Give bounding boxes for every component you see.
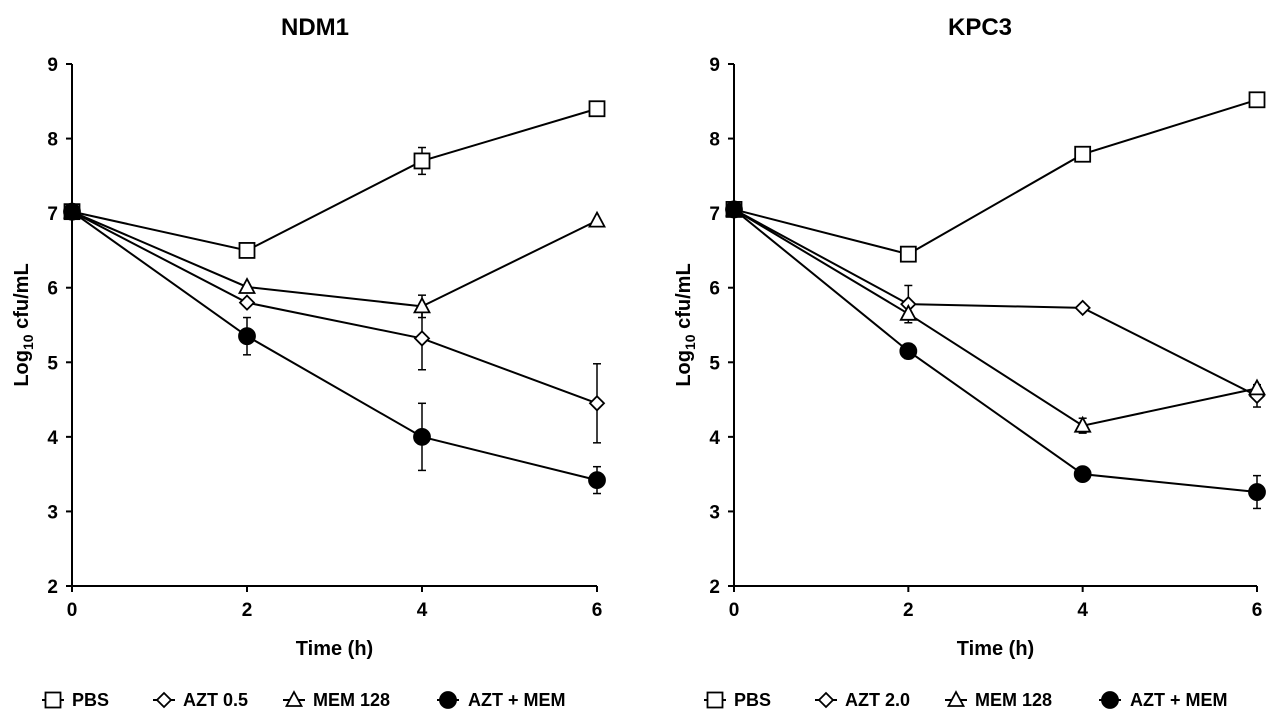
data-point-square	[899, 245, 917, 263]
legend-label: AZT 2.0	[845, 690, 910, 710]
data-point-square	[238, 242, 256, 259]
y-tick-label: 4	[709, 428, 720, 449]
legend-label: PBS	[734, 690, 771, 710]
series-mem-128	[724, 199, 1267, 434]
legend-marker-triangle	[946, 690, 966, 707]
legend-label: PBS	[72, 690, 109, 710]
legend-label: MEM 128	[313, 690, 390, 710]
y-tick-label: 3	[709, 502, 720, 523]
data-point-circle	[899, 342, 918, 361]
series-line	[71, 107, 598, 252]
legend-marker-diamond	[155, 691, 173, 709]
data-point-circle	[1073, 465, 1092, 484]
y-tick-label: 8	[47, 130, 58, 151]
y-tick-label: 7	[47, 204, 58, 225]
data-point-diamond	[588, 395, 606, 412]
data-point-triangle	[899, 303, 918, 321]
legend-label: MEM 128	[975, 690, 1052, 710]
legend-label: AZT 0.5	[183, 690, 248, 710]
x-tick-label: 0	[729, 600, 740, 621]
legend-marker-circle	[439, 691, 457, 709]
series-line	[733, 208, 1258, 397]
data-point-square	[588, 100, 606, 118]
x-tick-label: 6	[1252, 600, 1263, 621]
y-tick-label: 7	[709, 204, 720, 225]
data-point-triangle	[1247, 378, 1267, 396]
y-tick-label: 9	[47, 55, 58, 76]
data-point-circle	[725, 200, 743, 219]
data-point-triangle	[412, 296, 432, 314]
y-tick-label: 6	[47, 279, 58, 300]
data-point-triangle	[1073, 415, 1092, 433]
x-tick-label: 6	[592, 600, 603, 621]
y-axis-label: Log10 cfu/mL	[673, 263, 698, 386]
data-point-circle	[63, 202, 81, 221]
series-line	[733, 208, 1258, 494]
series-mem-128	[62, 201, 607, 319]
x-tick-label: 0	[67, 600, 78, 621]
legend-marker-square	[706, 691, 724, 709]
chart-title: KPC3	[948, 14, 1012, 41]
data-point-square	[1074, 145, 1092, 163]
chart-title: NDM1	[281, 14, 349, 41]
series-pbs	[725, 91, 1266, 263]
x-tick-label: 4	[1077, 600, 1088, 621]
legend: PBS AZT 2.0 MEM 128 AZT + MEM	[704, 690, 1228, 710]
legend-marker-diamond	[817, 691, 835, 709]
series-line	[733, 98, 1258, 256]
x-tick-label: 2	[242, 600, 253, 621]
series-azt-mem	[725, 200, 1266, 510]
data-point-circle	[588, 471, 606, 490]
legend: PBS AZT 0.5 MEM 128 AZT + MEM	[42, 690, 566, 710]
data-point-circle	[1248, 483, 1266, 501]
y-tick-label: 6	[709, 279, 720, 300]
y-tick-label: 5	[709, 353, 720, 374]
data-point-square	[1248, 91, 1266, 109]
data-point-diamond	[1074, 299, 1091, 317]
series-line	[71, 210, 598, 405]
legend-marker-triangle	[284, 690, 304, 707]
x-axis-label: Time (h)	[957, 638, 1034, 660]
data-point-square	[413, 152, 431, 170]
data-point-diamond	[238, 294, 256, 311]
series-line	[71, 210, 598, 308]
x-axis-label: Time (h)	[296, 638, 373, 660]
series-line	[733, 208, 1258, 427]
y-axis-label: Log10 cfu/mL	[11, 263, 36, 386]
y-tick-label: 9	[709, 55, 720, 76]
y-tick-label: 2	[47, 577, 58, 598]
data-point-circle	[238, 327, 256, 346]
data-point-diamond	[413, 330, 431, 347]
data-point-circle	[413, 427, 431, 446]
y-tick-label: 4	[47, 428, 58, 449]
series-azt-2-0	[725, 201, 1266, 408]
x-tick-label: 2	[903, 600, 914, 621]
series-line	[71, 210, 598, 482]
series-azt-mem	[63, 202, 606, 495]
legend-marker-square	[44, 691, 62, 709]
y-tick-label: 2	[709, 577, 720, 598]
series-azt-0-5	[63, 203, 606, 444]
data-point-triangle	[237, 277, 257, 294]
x-tick-label: 4	[417, 600, 428, 621]
y-tick-label: 3	[47, 502, 58, 523]
data-point-triangle	[587, 210, 607, 228]
y-tick-label: 5	[47, 353, 58, 374]
y-tick-label: 8	[709, 130, 720, 151]
legend-label: AZT + MEM	[468, 690, 566, 710]
series-pbs	[63, 100, 606, 259]
legend-label: AZT + MEM	[1130, 690, 1228, 710]
legend-marker-circle	[1101, 691, 1119, 709]
